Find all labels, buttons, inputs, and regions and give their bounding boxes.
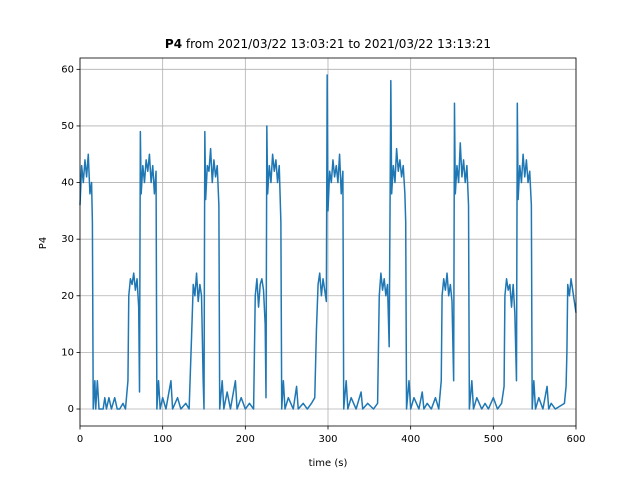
x-tick-label: 0 (77, 434, 83, 445)
y-tick-label: 50 (61, 121, 74, 132)
y-tick-label: 0 (68, 404, 74, 415)
y-tick-label: 20 (61, 291, 74, 302)
y-tick-label: 10 (61, 347, 74, 358)
x-tick-label: 500 (484, 434, 503, 445)
y-tick-label: 40 (61, 178, 74, 189)
x-tick-label: 200 (236, 434, 255, 445)
plot (79, 74, 577, 410)
y-tick-label: 30 (61, 234, 74, 245)
title-bold: P4 (165, 37, 182, 51)
title-rest: from 2021/03/22 13:03:21 to 2021/03/22 1… (186, 37, 491, 51)
x-tick-label: 300 (318, 434, 337, 445)
x-tick-label: 400 (401, 434, 420, 445)
y-tick-label: 60 (61, 64, 74, 75)
ticks: 0 100 200 300 400 500 600 0 10 20 30 40 50 60 (61, 64, 585, 445)
y-axis-label: P4 (38, 237, 49, 249)
data-line (79, 74, 577, 410)
x-tick-label: 100 (153, 434, 172, 445)
chart-title: P4 from 2021/03/22 13:03:21 to 2021/03/2… (165, 37, 491, 51)
x-axis-label: time (s) (309, 458, 348, 469)
x-tick-label: 600 (566, 434, 585, 445)
